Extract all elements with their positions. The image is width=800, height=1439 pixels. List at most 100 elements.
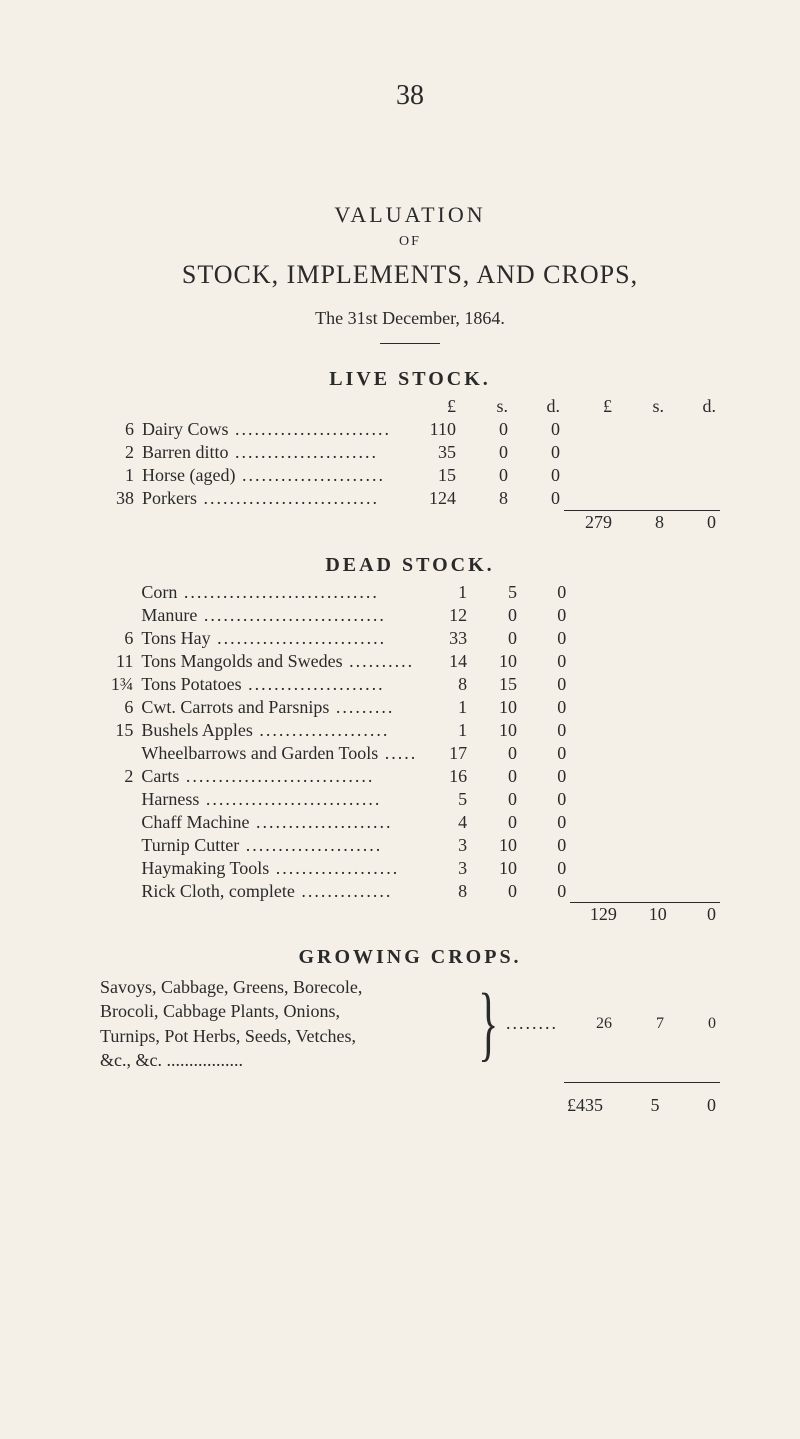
shillings-cell: 15 bbox=[471, 673, 521, 696]
pounds-cell: 17 bbox=[421, 742, 471, 765]
qty-cell bbox=[100, 880, 137, 903]
pounds-cell: 35 bbox=[408, 441, 460, 464]
qty-cell: 1¾ bbox=[100, 673, 137, 696]
table-row: 15Bushels Apples ....................110… bbox=[100, 719, 720, 742]
grand-total-d: 0 bbox=[668, 1095, 720, 1116]
qty-cell: 11 bbox=[100, 650, 137, 673]
pence-cell: 0 bbox=[521, 673, 570, 696]
pence-cell: 0 bbox=[521, 627, 570, 650]
shillings-cell: 0 bbox=[460, 418, 512, 441]
grand-total-s: 5 bbox=[612, 1095, 664, 1116]
pence-cell: 0 bbox=[521, 788, 570, 811]
desc-cell: Tons Hay .......................... bbox=[137, 627, 421, 650]
shillings-cell: 0 bbox=[460, 441, 512, 464]
pounds-cell: 12 bbox=[421, 604, 471, 627]
page-number: 38 bbox=[100, 80, 720, 112]
shillings-cell: 10 bbox=[471, 696, 521, 719]
desc-cell: Tons Mangolds and Swedes .......... bbox=[137, 650, 421, 673]
pence-cell: 0 bbox=[521, 581, 570, 604]
heading-of: OF bbox=[100, 234, 720, 250]
pence-cell: 0 bbox=[521, 719, 570, 742]
table-row: Rick Cloth, complete ..............800 bbox=[100, 880, 720, 903]
pounds-cell: 1 bbox=[421, 696, 471, 719]
col-shillings: s. bbox=[460, 395, 512, 418]
qty-cell: 15 bbox=[100, 719, 137, 742]
desc-cell: Dairy Cows ........................ bbox=[138, 418, 408, 441]
desc-cell: Turnip Cutter ..................... bbox=[137, 834, 421, 857]
live-subtotal-row: 279 8 0 bbox=[100, 510, 720, 534]
qty-cell: 2 bbox=[100, 441, 138, 464]
qty-cell: 6 bbox=[100, 627, 137, 650]
col-pounds-2: £ bbox=[564, 395, 616, 418]
table-row: Chaff Machine .....................400 bbox=[100, 811, 720, 834]
table-row: Haymaking Tools ...................3100 bbox=[100, 857, 720, 880]
table-row: Corn ..............................150 bbox=[100, 581, 720, 604]
col-pounds: £ bbox=[408, 395, 460, 418]
shillings-cell: 0 bbox=[471, 811, 521, 834]
pounds-cell: 33 bbox=[421, 627, 471, 650]
growing-crops-block: Savoys, Cabbage, Greens, Borecole,Brocol… bbox=[100, 975, 720, 1072]
pounds-cell: 15 bbox=[408, 464, 460, 487]
qty-cell: 38 bbox=[100, 487, 138, 510]
pence-cell: 0 bbox=[521, 834, 570, 857]
live-stock-table: £ s. d. £ s. d. 6Dairy Cows ............… bbox=[100, 395, 720, 534]
pounds-cell: 1 bbox=[421, 581, 471, 604]
pounds-cell: 3 bbox=[421, 857, 471, 880]
pounds-cell: 3 bbox=[421, 834, 471, 857]
title-block: VALUATION OF STOCK, IMPLEMENTS, AND CROP… bbox=[100, 202, 720, 344]
section-title-dead: DEAD STOCK. bbox=[100, 554, 720, 577]
shillings-cell: 8 bbox=[460, 487, 512, 510]
pence-cell: 0 bbox=[512, 441, 564, 464]
desc-cell: Harness ........................... bbox=[137, 788, 421, 811]
qty-cell: 2 bbox=[100, 765, 137, 788]
pence-cell: 0 bbox=[521, 696, 570, 719]
table-row: 6Tons Hay ..........................3300 bbox=[100, 627, 720, 650]
desc-cell: Tons Potatoes ..................... bbox=[137, 673, 421, 696]
growing-line: Brocoli, Cabbage Plants, Onions, bbox=[100, 999, 472, 1023]
pounds-cell: 5 bbox=[421, 788, 471, 811]
col-shillings-2: s. bbox=[616, 395, 668, 418]
desc-cell: Cwt. Carrots and Parsnips ......... bbox=[137, 696, 421, 719]
pounds-cell: 16 bbox=[421, 765, 471, 788]
qty-cell: 1 bbox=[100, 464, 138, 487]
table-row: 11Tons Mangolds and Swedes ..........141… bbox=[100, 650, 720, 673]
table-row: Manure ............................1200 bbox=[100, 604, 720, 627]
shillings-cell: 10 bbox=[471, 834, 521, 857]
grand-total-row: £435 5 0 bbox=[100, 1095, 720, 1116]
divider bbox=[380, 343, 440, 344]
pounds-cell: 1 bbox=[421, 719, 471, 742]
desc-cell: Wheelbarrows and Garden Tools ..... bbox=[137, 742, 421, 765]
desc-cell: Chaff Machine ..................... bbox=[137, 811, 421, 834]
grand-total-label: £435 bbox=[539, 1095, 607, 1116]
section-title-growing: GROWING CROPS. bbox=[100, 946, 720, 969]
pounds-cell: 124 bbox=[408, 487, 460, 510]
growing-lines: Savoys, Cabbage, Greens, Borecole,Brocol… bbox=[100, 975, 472, 1072]
table-row: Wheelbarrows and Garden Tools .....1700 bbox=[100, 742, 720, 765]
growing-line: Savoys, Cabbage, Greens, Borecole, bbox=[100, 975, 472, 999]
qty-cell bbox=[100, 742, 137, 765]
shillings-cell: 0 bbox=[460, 464, 512, 487]
qty-cell bbox=[100, 834, 137, 857]
desc-cell: Barren ditto ...................... bbox=[138, 441, 408, 464]
table-row: Harness ...........................500 bbox=[100, 788, 720, 811]
table-row: 1¾Tons Potatoes .....................815… bbox=[100, 673, 720, 696]
desc-cell: Horse (aged) ...................... bbox=[138, 464, 408, 487]
qty-cell bbox=[100, 604, 137, 627]
qty-cell: 6 bbox=[100, 418, 138, 441]
total-rule bbox=[564, 1082, 720, 1091]
desc-cell: Rick Cloth, complete .............. bbox=[137, 880, 421, 903]
pence-cell: 0 bbox=[521, 880, 570, 903]
pounds-cell: 14 bbox=[421, 650, 471, 673]
heading-valuation: VALUATION bbox=[100, 202, 720, 228]
pence-cell: 0 bbox=[512, 464, 564, 487]
heading-date: The 31st December, 1864. bbox=[100, 308, 720, 329]
pounds-cell: 110 bbox=[408, 418, 460, 441]
dead-sub-L: 129 bbox=[570, 903, 621, 927]
pence-cell: 0 bbox=[512, 487, 564, 510]
desc-cell: Corn .............................. bbox=[137, 581, 421, 604]
growing-line: Turnips, Pot Herbs, Seeds, Vetches, bbox=[100, 1024, 472, 1048]
pence-cell: 0 bbox=[521, 765, 570, 788]
dead-sub-d: 0 bbox=[671, 903, 720, 927]
pounds-cell: 4 bbox=[421, 811, 471, 834]
qty-cell bbox=[100, 857, 137, 880]
